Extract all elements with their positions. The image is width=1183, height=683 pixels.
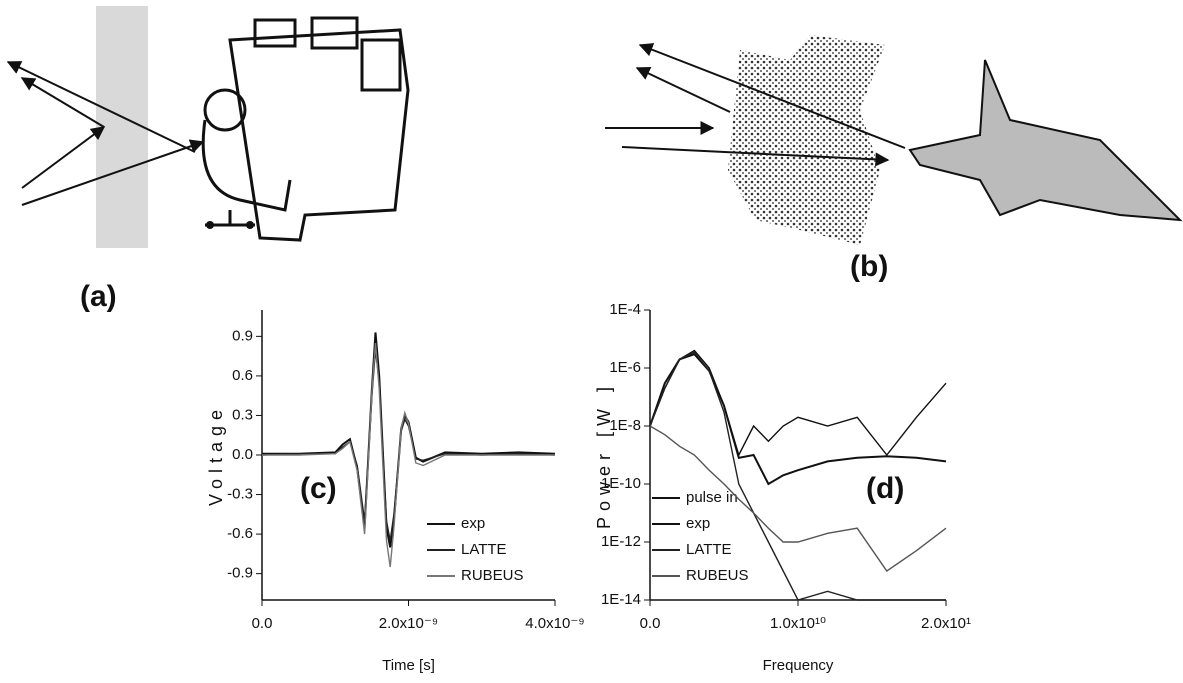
y-tick-label: 1E-6 — [609, 359, 641, 376]
y-tick-label: 0.0 — [232, 446, 253, 463]
series-line — [649, 349, 947, 457]
y-tick-label: 0.9 — [232, 327, 253, 344]
illustration-b — [605, 35, 1183, 245]
y-tick-label: -0.3 — [227, 486, 253, 503]
y-tick-label: 1E-12 — [601, 533, 641, 550]
y-axis-label: Power [W ] — [594, 381, 614, 529]
series-line — [262, 342, 555, 568]
x-tick-label: 1.0x10¹⁰ — [770, 615, 826, 632]
y-tick-label: 1E-14 — [601, 591, 641, 608]
x-tick-label: 4.0x10⁻⁹ — [525, 615, 584, 632]
chart-annotation: (c) — [300, 472, 337, 505]
y-tick-label: 1E-4 — [609, 301, 641, 318]
legend-label: exp — [461, 515, 485, 532]
legend-label: RUBEUS — [461, 567, 524, 584]
legend-label: LATTE — [686, 541, 732, 558]
legend-label: RUBEUS — [686, 567, 749, 584]
legend-label: LATTE — [461, 541, 507, 558]
y-axis-label: Voltage — [206, 404, 226, 506]
series-line — [649, 351, 946, 601]
legend-label: pulse in — [686, 489, 738, 506]
y-tick-label: 1E-8 — [609, 417, 641, 434]
x-tick-label: 0.0 — [640, 615, 661, 632]
y-tick-label: 0.3 — [232, 406, 253, 423]
series-line — [649, 425, 947, 572]
illustration-a — [6, 6, 410, 248]
x-tick-label: 2.0x10⁻⁹ — [379, 615, 438, 632]
legend-label: exp — [686, 515, 710, 532]
x-tick-label: 2.0x10¹ — [921, 615, 971, 632]
series-line — [261, 349, 556, 541]
x-axis-label: Frequency — [763, 657, 834, 674]
y-tick-label: 0.6 — [232, 367, 253, 384]
series-line — [649, 353, 947, 486]
y-tick-label: -0.6 — [227, 525, 253, 542]
x-tick-label: 0.0 — [252, 615, 273, 632]
panel-label: (a) — [80, 280, 117, 313]
y-tick-label: 1E-10 — [601, 475, 641, 492]
y-tick-label: -0.9 — [227, 565, 253, 582]
series-line — [262, 332, 556, 548]
x-axis-label: Time [s] — [382, 657, 435, 674]
chart-annotation: (d) — [866, 472, 904, 505]
panel-label: (b) — [850, 250, 888, 283]
